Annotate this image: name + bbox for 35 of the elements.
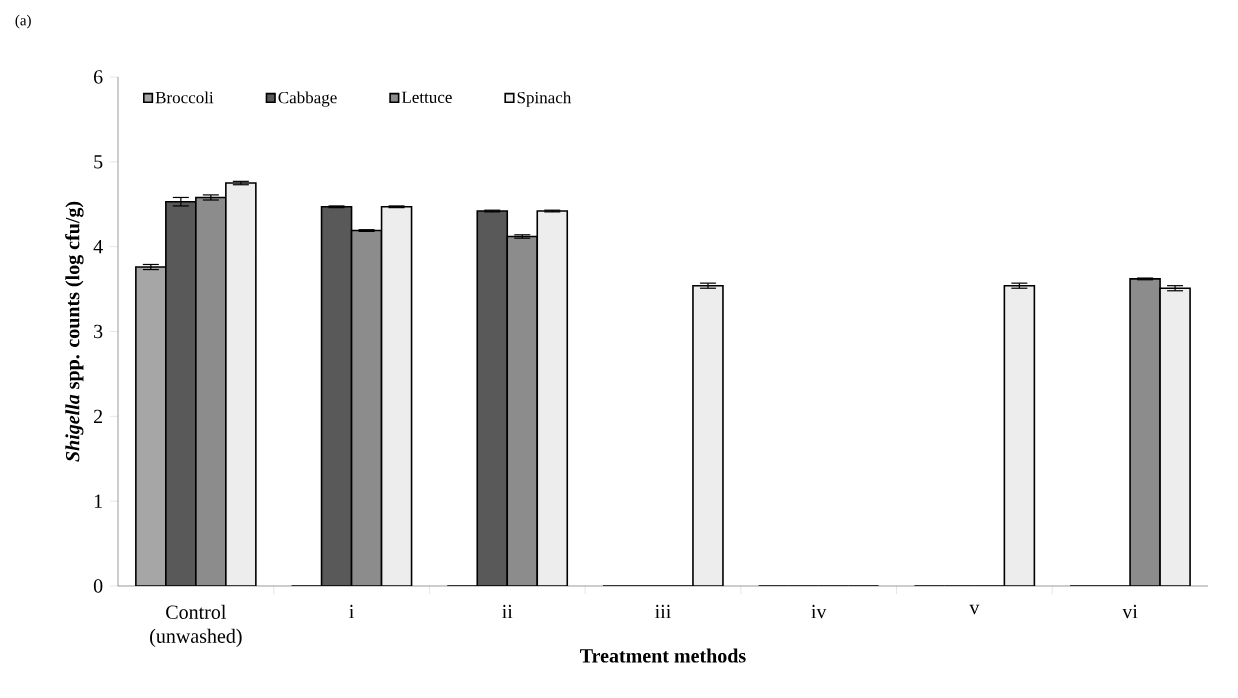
bar bbox=[476, 210, 509, 586]
legend-label: Lettuce bbox=[401, 91, 452, 104]
y-tick-label: 1 bbox=[94, 494, 102, 508]
legend-label: Spinach bbox=[517, 91, 572, 107]
bar bbox=[692, 284, 724, 586]
y-tick-label: 3 bbox=[94, 324, 103, 339]
x-tick-label: vi bbox=[1122, 604, 1138, 619]
y-tick-label: 0 bbox=[93, 579, 103, 593]
bar bbox=[195, 196, 227, 586]
y-tick-label: 2 bbox=[94, 409, 103, 423]
bar bbox=[165, 200, 197, 586]
bar bbox=[1129, 278, 1161, 586]
chart-title: (a) bbox=[15, 14, 31, 29]
x-tick-label: ii bbox=[502, 604, 513, 619]
y-tick-label: 4 bbox=[93, 240, 103, 254]
y-tick-label: 6 bbox=[94, 70, 103, 84]
bar bbox=[1159, 287, 1191, 586]
bar bbox=[350, 229, 383, 586]
y-tick-label: 5 bbox=[94, 155, 103, 169]
y-axis-title: Shigella spp. counts (log cfu/g) bbox=[65, 201, 84, 462]
bar bbox=[536, 210, 569, 586]
legend-label: Cabbage bbox=[278, 91, 337, 107]
x-tick-label: v bbox=[969, 604, 980, 615]
x-tick-label: Control (unwashed) bbox=[150, 604, 242, 647]
bar bbox=[135, 266, 167, 586]
bar bbox=[506, 235, 539, 586]
bar bbox=[1003, 284, 1036, 586]
bar bbox=[320, 205, 353, 586]
bar bbox=[380, 205, 413, 586]
legend-label: Broccoli bbox=[155, 91, 214, 104]
x-tick-label: i bbox=[349, 604, 354, 619]
x-tick-label: iv bbox=[811, 604, 827, 619]
x-tick-label: iii bbox=[655, 604, 671, 619]
bar bbox=[225, 182, 257, 586]
x-axis-title: Treatment methods bbox=[580, 648, 746, 663]
